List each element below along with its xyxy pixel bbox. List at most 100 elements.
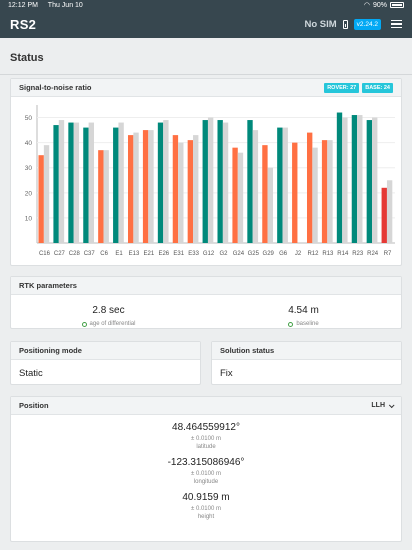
divider: [0, 74, 412, 75]
snr-card-header: Signal-to-noise ratio ROVER: 27 BASE: 24: [11, 79, 401, 97]
satellite-tick-label: G6: [279, 251, 288, 257]
chevron-down-icon: [388, 401, 395, 408]
y-tick-label: 20: [25, 190, 33, 197]
height-accuracy: ± 0.0100 m: [191, 506, 221, 512]
base-snr-bar: [372, 117, 378, 243]
app-title: RS2: [10, 16, 37, 32]
rover-snr-bar: [53, 125, 59, 243]
rover-snr-bar: [232, 147, 238, 243]
height-value: 40.9159 m: [182, 492, 230, 503]
base-snr-bar: [163, 120, 169, 243]
base-snr-bar: [148, 130, 154, 243]
snr-card: Signal-to-noise ratio ROVER: 27 BASE: 24…: [10, 78, 402, 266]
satellite-tick-label: R12: [307, 251, 319, 257]
satellite-tick-label: J2: [295, 251, 302, 257]
base-snr-bar: [178, 142, 184, 243]
longitude-label: longitude: [193, 479, 219, 485]
age-value: 2.8 sec: [92, 305, 125, 316]
baseline: 4.54 m baseline: [206, 305, 401, 327]
battery-percent: 90%: [372, 1, 387, 9]
rover-snr-bar: [381, 187, 387, 243]
longitude-accuracy: ± 0.0100 m: [191, 471, 221, 477]
solution-status-card: Solution status Fix: [211, 341, 402, 385]
base-snr-bar: [222, 122, 229, 243]
base-snr-bar: [73, 122, 80, 243]
position-card: Position LLH 48.464559912° ± 0.0100 m la…: [10, 396, 402, 542]
satellite-tick-label: C27: [54, 251, 66, 257]
snr-chart: 10 20 30 40 50 C16 C27 C28 C37 C6 E1 E13 E21 E26 E31 E3…: [25, 105, 395, 257]
height-label: height: [197, 514, 215, 520]
solution-status-title: Solution status: [220, 346, 275, 355]
coordinate-format-select[interactable]: LLH: [371, 401, 395, 409]
position-card-header: Position LLH: [11, 397, 401, 415]
base-snr-bar: [88, 122, 94, 243]
latitude-label: latitude: [196, 444, 216, 450]
page-title: Status: [10, 52, 44, 64]
satellite-tick-label: G24: [233, 251, 245, 257]
latitude-accuracy: ± 0.0100 m: [191, 436, 221, 442]
satellite-tick-label: R13: [322, 251, 334, 257]
base-snr-bar: [267, 167, 273, 243]
positioning-mode-card: Positioning mode Static: [10, 341, 201, 385]
status-ok-icon: [288, 321, 294, 327]
latitude-value: 48.464559912°: [172, 422, 240, 433]
rover-snr-bar: [247, 120, 253, 243]
y-tick-label: 30: [25, 165, 33, 172]
satellite-tick-label: C28: [69, 251, 81, 257]
baseline-value: 4.54 m: [288, 305, 319, 316]
rover-snr-bar: [217, 120, 223, 243]
rover-snr-bar: [366, 120, 373, 243]
status-ok-icon: [81, 321, 87, 327]
satellite-tick-label: G29: [263, 251, 275, 257]
base-snr-bar: [193, 135, 199, 243]
y-tick-label: 10: [25, 215, 33, 222]
satellite-tick-label: G25: [248, 251, 260, 257]
age-label: age of differential: [89, 321, 136, 327]
satellite-tick-label: C6: [100, 251, 108, 257]
rover-snr-bar: [262, 145, 268, 243]
base-snr-bar: [207, 117, 214, 243]
status-date: Thu Jun 10: [47, 1, 83, 9]
wifi-icon: ◠: [363, 2, 370, 9]
base-snr-bar: [386, 180, 393, 243]
satellite-tick-label: E26: [158, 251, 169, 257]
age-of-differential: 2.8 sec age of differential: [11, 305, 206, 327]
device-status-bar: 12:12 PM Thu Jun 10 ◠ 90%: [0, 0, 412, 10]
menu-icon[interactable]: [391, 19, 402, 29]
satellite-tick-label: G12: [203, 251, 215, 257]
rover-snr-bar: [292, 142, 298, 243]
base-snr-bar: [252, 130, 259, 243]
positioning-mode-value: Static: [19, 368, 43, 379]
rover-snr-bar: [336, 112, 343, 243]
base-snr-bar: [282, 127, 288, 243]
base-snr-bar: [342, 117, 348, 243]
rover-snr-bar: [113, 127, 119, 243]
rtk-title: RTK parameters: [19, 281, 77, 290]
rover-snr-bar: [277, 127, 283, 243]
rover-snr-bar: [172, 135, 179, 243]
rover-snr-bar: [98, 150, 104, 243]
battery-icon: [390, 2, 404, 8]
satellite-tick-label: G2: [219, 251, 228, 257]
satellite-tick-label: E1: [115, 251, 123, 257]
solution-status-header: Solution status: [212, 342, 401, 360]
satellite-tick-label: E31: [173, 251, 184, 257]
rtk-card: RTK parameters 2.8 sec age of differenti…: [10, 276, 402, 329]
base-snr-bar: [103, 150, 109, 243]
sim-status: No SIM: [304, 18, 337, 30]
rover-snr-bar: [142, 130, 149, 243]
receiver-battery-icon: [342, 19, 348, 29]
positioning-mode-title: Positioning mode: [19, 346, 82, 355]
base-snr-bar: [58, 120, 65, 243]
longitude-value: -123.315086946°: [167, 457, 245, 468]
rover-snr-bar: [83, 127, 89, 243]
coordinate-format-value: LLH: [371, 402, 385, 409]
satellite-tick-label: R14: [337, 251, 349, 257]
satellite-tick-label: R24: [367, 251, 379, 257]
satellite-tick-label: C37: [84, 251, 96, 257]
rover-snr-bar: [321, 140, 328, 243]
solution-status-value: Fix: [220, 368, 233, 379]
rover-snr-bar: [187, 140, 194, 243]
base-snr-bar: [312, 147, 318, 243]
version-badge[interactable]: v2.24.2: [353, 18, 381, 30]
